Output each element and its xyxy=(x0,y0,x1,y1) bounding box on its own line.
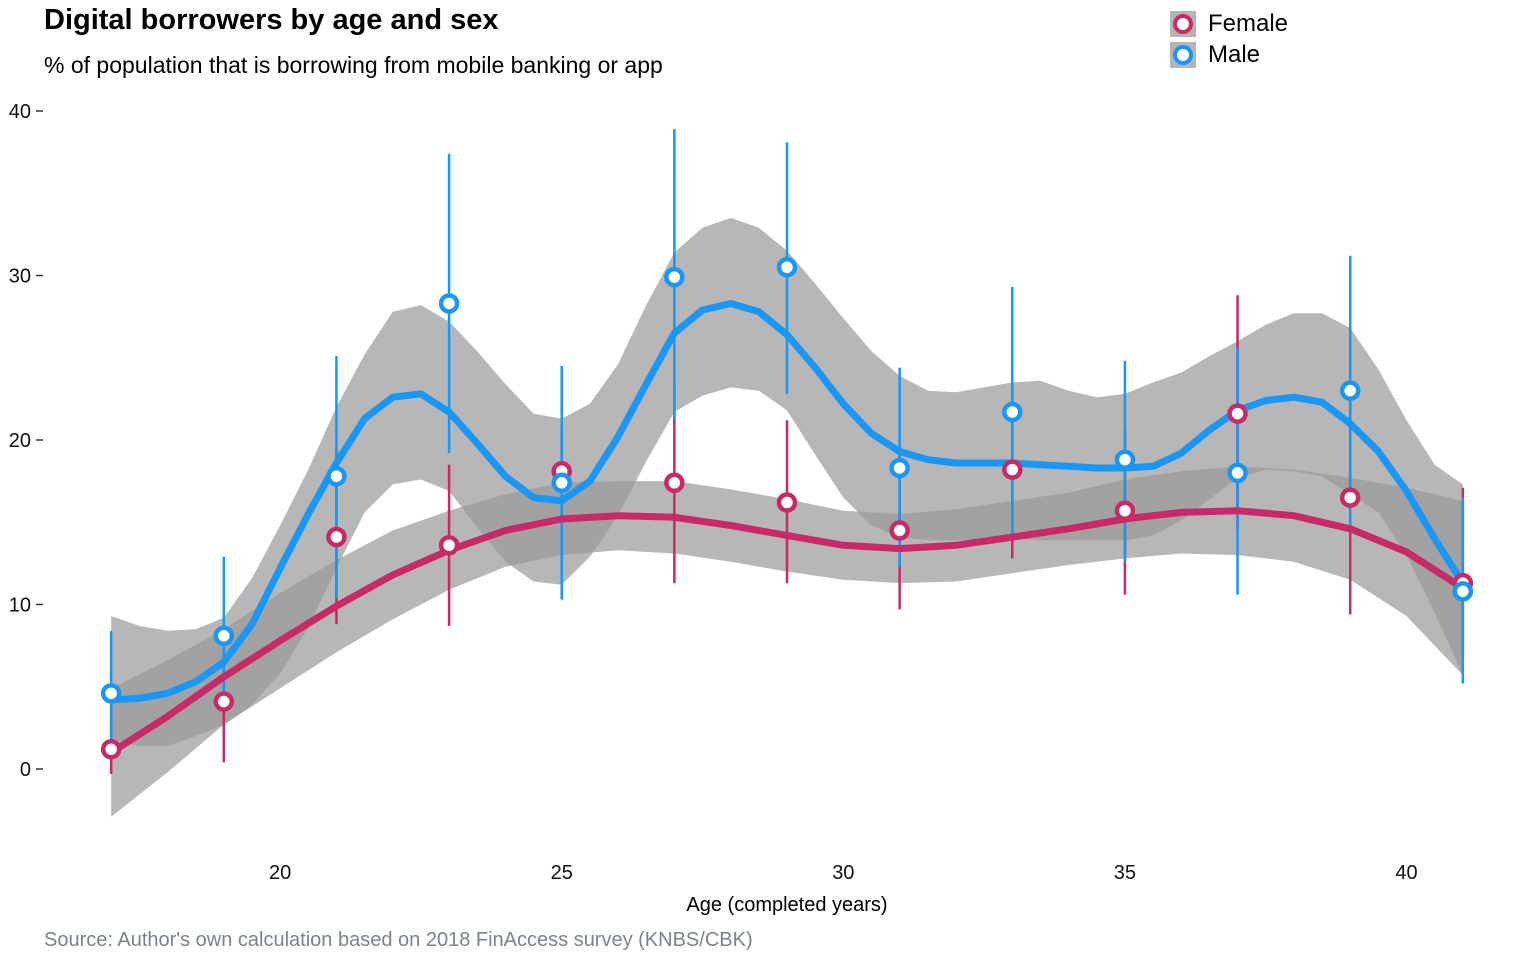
data-point-female xyxy=(776,492,798,513)
chart-subtitle: % of population that is borrowing from m… xyxy=(44,52,663,78)
legend-key-male xyxy=(1170,41,1196,68)
x-axis-title: Age (completed years) xyxy=(686,894,887,916)
data-point-male xyxy=(1114,449,1136,470)
x-tick-label: 30 xyxy=(832,862,854,884)
data-point-male xyxy=(1452,581,1474,602)
legend-label-male: Male xyxy=(1208,40,1261,68)
data-point-female xyxy=(889,520,910,541)
x-tick-label: 20 xyxy=(269,862,291,884)
data-point-female xyxy=(100,739,122,760)
legend-marker-female xyxy=(1173,13,1193,34)
data-point-male xyxy=(438,293,460,314)
data-point-female xyxy=(1002,459,1023,480)
data-point-male xyxy=(213,625,235,647)
data-point-male xyxy=(1339,380,1361,401)
data-point-male xyxy=(664,266,685,288)
legend-key-female xyxy=(1170,10,1196,37)
legend-marker-male xyxy=(1173,44,1193,65)
x-tick-label: 35 xyxy=(1114,862,1136,884)
legend-label-female: Female xyxy=(1208,9,1289,37)
data-point-male xyxy=(326,465,347,487)
y-tick-label: 10 xyxy=(9,595,31,617)
x-tick-label: 40 xyxy=(1395,862,1417,884)
data-point-female xyxy=(1114,500,1136,521)
y-tick-label: 0 xyxy=(20,759,31,781)
data-point-female xyxy=(213,691,235,712)
chart-title: Digital borrowers by age and sex xyxy=(44,4,499,36)
data-point-male xyxy=(100,683,122,704)
legend-item-male: Male xyxy=(1170,39,1288,70)
legend: Female Male xyxy=(1170,8,1288,70)
data-point-female xyxy=(1227,403,1248,424)
y-tick-label: 20 xyxy=(9,430,31,452)
data-point-female xyxy=(326,526,347,548)
data-point-male xyxy=(776,257,798,278)
legend-item-female: Female xyxy=(1170,8,1288,39)
x-tick-label: 25 xyxy=(551,862,573,884)
source-caption: Source: Author's own calculation based o… xyxy=(44,929,753,951)
data-point-male xyxy=(889,457,910,479)
data-point-female xyxy=(1339,487,1361,508)
data-point-female xyxy=(664,472,685,494)
y-tick-label: 30 xyxy=(9,266,31,288)
y-tick-label: 40 xyxy=(9,101,31,123)
data-point-male xyxy=(1227,462,1248,484)
smooth-line-female xyxy=(107,507,1467,756)
data-point-male xyxy=(551,472,572,494)
data-point-male xyxy=(1002,401,1023,423)
data-point-female xyxy=(438,535,460,556)
